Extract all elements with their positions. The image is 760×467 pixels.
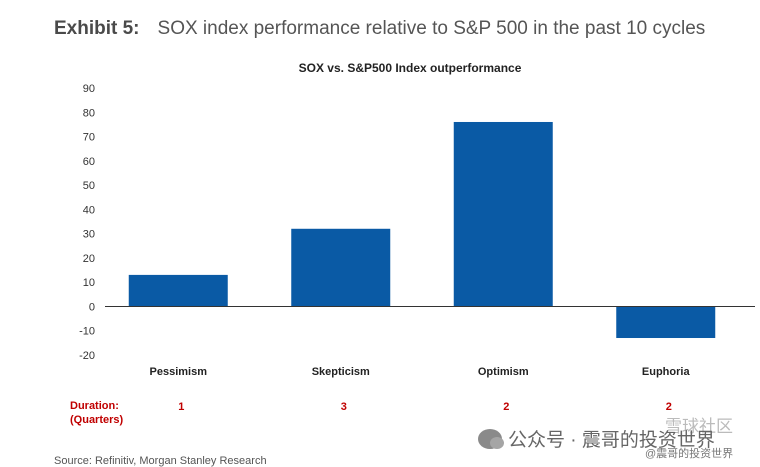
duration-label-line1: Duration: (70, 400, 119, 412)
y-tick-label: 0 (89, 301, 95, 313)
exhibit-header: Exhibit 5: SOX index performance relative… (54, 18, 705, 40)
y-tick-label: 70 (83, 132, 95, 144)
y-tick-label: 90 (83, 83, 95, 95)
bar (616, 306, 716, 339)
y-tick-label: 60 (83, 156, 95, 168)
y-tick-label: 80 (83, 107, 95, 119)
duration-value: 1 (178, 401, 184, 413)
y-tick-label: -20 (79, 350, 95, 362)
chart-title: SOX vs. S&P500 Index outperformance (299, 61, 522, 75)
watermark-sub: @震哥的投资世界 (645, 448, 734, 460)
duration-label: Duration: (Quarters) (70, 399, 123, 427)
source-note: Source: Refinitiv, Morgan Stanley Resear… (54, 455, 267, 467)
exhibit-title: SOX index performance relative to S&P 50… (157, 18, 706, 39)
category-label: Optimism (478, 366, 529, 378)
watermark-text: 公众号 · 震哥的投资世界 (508, 430, 715, 451)
duration-value: 2 (503, 401, 509, 413)
category-label: Pessimism (150, 366, 208, 378)
bar (128, 274, 228, 307)
y-tick-label: 50 (83, 180, 95, 192)
exhibit-label: Exhibit 5: (54, 18, 140, 39)
bar (453, 121, 553, 307)
y-tick-label: 30 (83, 229, 95, 241)
y-tick-label: 10 (83, 277, 95, 289)
y-tick-label: 40 (83, 204, 95, 216)
y-tick-label: 20 (83, 253, 95, 265)
duration-label-line2: (Quarters) (70, 414, 124, 426)
y-tick-label: -10 (79, 326, 95, 338)
watermark-top: 雪球社区 (665, 417, 733, 436)
watermark: 公众号 · 震哥的投资世界 (478, 425, 715, 452)
category-label: Euphoria (642, 366, 691, 378)
category-label: Skepticism (312, 366, 370, 378)
wechat-icon (478, 428, 504, 449)
duration-value: 2 (666, 401, 672, 413)
bar (291, 228, 391, 307)
duration-value: 3 (341, 401, 347, 413)
